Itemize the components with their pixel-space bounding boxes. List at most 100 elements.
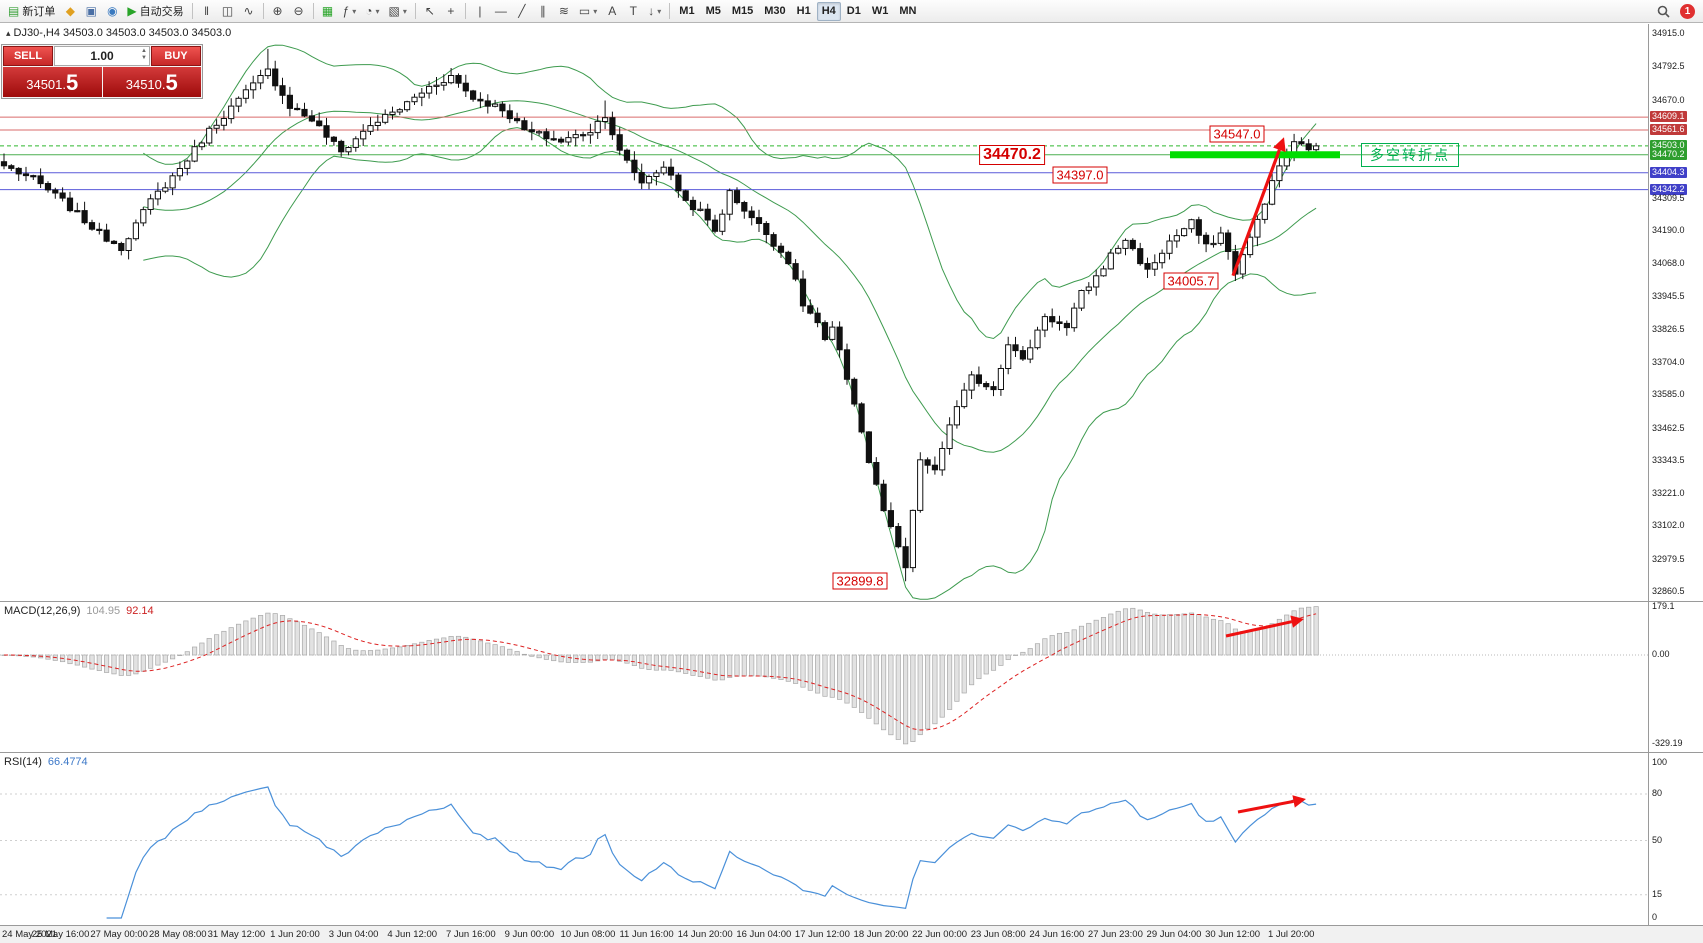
timeframe-mn-button[interactable]: MN [894, 2, 921, 21]
crosshair-button[interactable]: + [441, 2, 461, 21]
periods-button[interactable]: ◔ ▾ [361, 2, 383, 21]
pane-splitter[interactable] [0, 925, 1703, 926]
price-axis-label: 33221.0 [1652, 488, 1685, 499]
crosshair-icon: + [447, 4, 455, 18]
dropdown-arrow-icon[interactable]: ▾ [402, 6, 407, 16]
price-callout-32899[interactable]: 32899.8 [832, 572, 888, 590]
toolbar-separator [669, 3, 671, 19]
price-axis-label: 33462.5 [1652, 422, 1685, 433]
sell-button[interactable]: SELL [3, 46, 53, 66]
indicators-button[interactable]: ƒ ▾ [339, 2, 361, 21]
macd-axis-label: 0.00 [1652, 649, 1670, 659]
spinner-up-icon[interactable]: ▲ [141, 48, 147, 54]
price-scale-border [1648, 24, 1649, 925]
price-callout-34397[interactable]: 34397.0 [1052, 166, 1108, 184]
candlestick-chart-button[interactable]: ◫ [218, 2, 238, 21]
macd-signal-value: 92.14 [126, 605, 154, 617]
zoom-in-button[interactable]: ⊕ [268, 2, 288, 21]
templates-button[interactable]: ▧ ▾ [385, 2, 411, 21]
horizontal-line-button[interactable]: ― [491, 2, 511, 21]
cursor-button[interactable]: ↖ [420, 2, 440, 21]
time-axis-label: 1 Jun 20:00 [270, 929, 320, 940]
turning-point-note[interactable]: 多空转折点 [1361, 142, 1459, 167]
timeframe-w1-button[interactable]: W1 [867, 2, 894, 21]
line-chart-button[interactable]: ∿ [239, 2, 259, 21]
price-axis-badge: 34609.1 [1650, 111, 1687, 123]
arrows-button[interactable]: ↓ ▾ [644, 2, 665, 21]
sell-price-big-digit: 5 [66, 70, 79, 95]
dropdown-arrow-icon[interactable]: ▾ [657, 6, 662, 16]
volume-spinner[interactable]: ▲ ▼ [141, 48, 147, 62]
channel-button[interactable]: ∥ [533, 2, 553, 21]
price-axis-badge: 34503.0 [1650, 139, 1687, 151]
timeframe-m1-button[interactable]: M1 [674, 2, 699, 21]
pane-splitter[interactable] [0, 752, 1703, 753]
sell-price-display[interactable]: 34501. 5 [3, 67, 102, 97]
price-callout-34547[interactable]: 34547.0 [1209, 125, 1265, 143]
time-axis-label: 27 May 00:00 [90, 929, 148, 940]
dropdown-arrow-icon[interactable]: ▾ [593, 6, 598, 16]
macd-label: MACD(12,26,9) 104.95 92.14 [4, 605, 160, 617]
vertical-line-button[interactable]: | [470, 2, 490, 21]
price-axis-label: 33704.0 [1652, 356, 1685, 367]
time-axis-label: 3 Jun 04:00 [328, 929, 379, 940]
market-watch-button[interactable]: ▣ [81, 2, 101, 21]
price-axis-label: 33945.5 [1652, 291, 1685, 302]
toolbar-separator [262, 3, 264, 19]
toolbar-separator [414, 3, 416, 19]
timeframe-m30-button[interactable]: M30 [759, 2, 790, 21]
text-button[interactable]: A [602, 2, 622, 21]
timeframe-d1-button[interactable]: D1 [842, 2, 866, 21]
price-chart[interactable] [0, 24, 1648, 601]
label-button[interactable]: T [623, 2, 643, 21]
trendline-button[interactable]: ╱ [512, 2, 532, 21]
timeframe-m15-button-label: M15 [731, 5, 754, 17]
buy-price-big-digit: 5 [165, 70, 178, 95]
new-order-button[interactable]: ▤ 新订单 [4, 2, 59, 21]
autotrading-button[interactable]: ▶ 自动交易 [123, 2, 187, 21]
macd-name: MACD(12,26,9) [4, 605, 81, 617]
dropdown-arrow-icon[interactable]: ▾ [352, 6, 357, 16]
macd-main-value: 104.95 [86, 605, 121, 617]
dropdown-arrow-icon[interactable]: ▾ [375, 6, 380, 16]
volume-input[interactable]: 1.00 ▲ ▼ [54, 46, 150, 66]
tile-windows-button[interactable]: ▦ [318, 2, 338, 21]
price-callout-34470[interactable]: 34470.2 [979, 144, 1045, 165]
price-axis-label: 33585.0 [1652, 389, 1685, 400]
macd-axis-label: 179.1 [1652, 600, 1675, 611]
macd-panel[interactable] [0, 602, 1648, 752]
cursor-icon: ↖ [424, 4, 435, 18]
chart-wizard-button[interactable]: ◆ [60, 2, 80, 21]
notification-badge[interactable]: 1 [1680, 3, 1695, 19]
price-axis-label: 34309.5 [1652, 192, 1685, 203]
price-axis-badge: 34470.2 [1650, 148, 1687, 160]
pane-splitter[interactable] [0, 601, 1703, 602]
trendline-icon: ╱ [518, 4, 526, 18]
timeframe-m15-button[interactable]: M15 [727, 2, 758, 21]
indicators-icon: ƒ [342, 4, 350, 18]
toolbar-right: 1 [1653, 2, 1699, 21]
shapes-button[interactable]: ▭ ▾ [575, 2, 601, 21]
timeframe-h4-button[interactable]: H4 [816, 1, 841, 21]
sell-price-main: 34501. [26, 77, 66, 92]
timeframe-m5-button[interactable]: M5 [701, 2, 726, 21]
navigator-button[interactable]: ◉ [102, 2, 122, 21]
collapse-arrow-icon[interactable]: ▴ [6, 28, 11, 38]
timeframe-mn-button-label: MN [899, 5, 917, 17]
search-button[interactable] [1653, 2, 1674, 21]
price-callout-34005[interactable]: 34005.7 [1163, 272, 1219, 290]
fibonacci-button[interactable]: ≋ [554, 2, 574, 21]
price-axis-label: 34792.5 [1652, 61, 1685, 72]
buy-button[interactable]: BUY [151, 46, 201, 66]
bar-chart-button[interactable]: ‖ [197, 2, 217, 21]
timeframe-h1-button[interactable]: H1 [792, 2, 816, 21]
market-watch-icon: ▣ [85, 4, 98, 18]
zoom-out-button[interactable]: ⊖ [289, 2, 309, 21]
rsi-panel[interactable] [0, 753, 1648, 925]
price-axis-label: 33343.5 [1652, 454, 1685, 465]
spinner-down-icon[interactable]: ▼ [141, 55, 147, 61]
buy-price-display[interactable]: 34510. 5 [102, 67, 201, 97]
new-order-button-label: 新订单 [22, 6, 56, 18]
time-axis[interactable]: 24 May 2021 25 May 16:00 27 May 00:00 28 Ma… [0, 926, 1703, 943]
price-axis-label: 34068.0 [1652, 258, 1685, 268]
